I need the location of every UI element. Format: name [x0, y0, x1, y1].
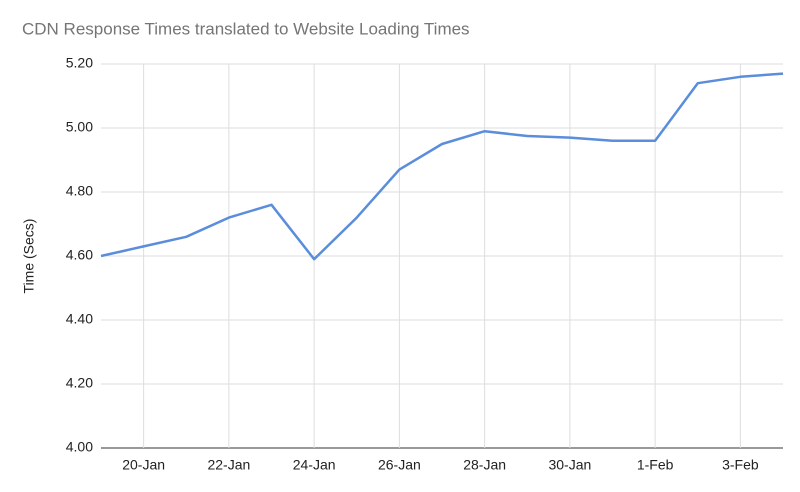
x-tick-label: 24-Jan	[293, 457, 336, 473]
y-tick-label: 4.40	[66, 311, 93, 327]
x-tick-label: 3-Feb	[722, 457, 759, 473]
y-tick-label: 4.60	[66, 247, 93, 263]
x-tick-label: 1-Feb	[637, 457, 674, 473]
y-axis-label: Time (Secs)	[21, 219, 37, 294]
y-tick-label: 5.00	[66, 119, 93, 135]
y-tick-label: 4.00	[66, 439, 93, 455]
y-tick-label: 4.80	[66, 183, 93, 199]
chart-title: CDN Response Times translated to Website…	[22, 19, 470, 38]
y-tick-label: 5.20	[66, 55, 93, 71]
x-tick-label: 22-Jan	[207, 457, 250, 473]
x-tick-label: 26-Jan	[378, 457, 421, 473]
x-tick-label: 28-Jan	[463, 457, 506, 473]
x-tick-label: 20-Jan	[122, 457, 165, 473]
line-series	[100, 72, 784, 261]
x-tick-label: 30-Jan	[548, 457, 591, 473]
y-tick-label: 4.20	[66, 375, 93, 391]
